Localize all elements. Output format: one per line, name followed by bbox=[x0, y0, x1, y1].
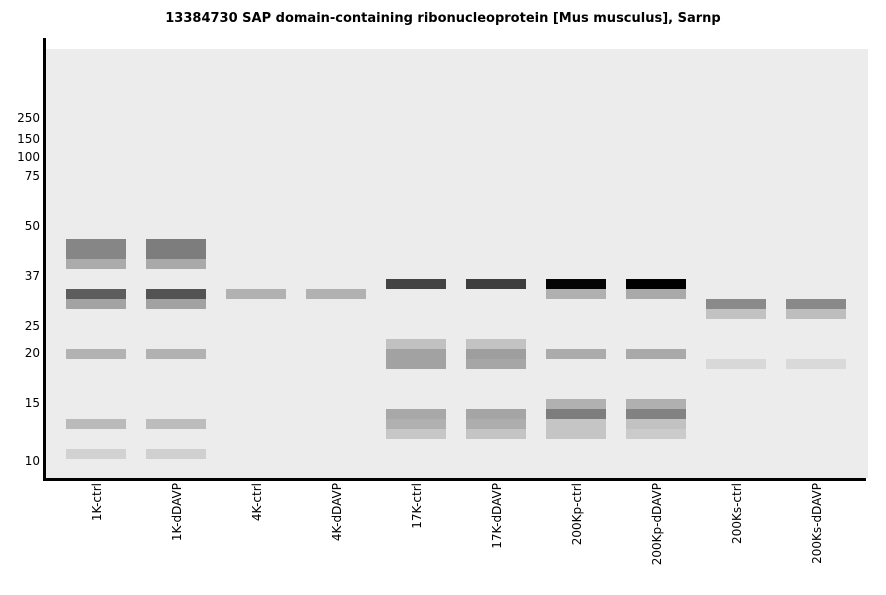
band-1K-dDAVP bbox=[146, 419, 206, 429]
band-200Ks-dDAVP bbox=[786, 299, 846, 309]
band-17K-ctrl bbox=[386, 339, 446, 349]
band-200Kp-dDAVP bbox=[626, 279, 686, 289]
y-tick-label-25: 25 bbox=[24, 319, 40, 333]
lane-label-200Kp-dDAVP: 200Kp-dDAVP bbox=[650, 483, 664, 566]
band-1K-dDAVP bbox=[146, 449, 206, 459]
band-1K-ctrl bbox=[66, 259, 126, 269]
band-200Kp-dDAVP bbox=[626, 349, 686, 359]
lane-label-4K-dDAVP: 4K-dDAVP bbox=[330, 483, 344, 542]
band-1K-ctrl bbox=[66, 299, 126, 309]
figure-title: 13384730 SAP domain-containing ribonucle… bbox=[165, 11, 721, 26]
band-17K-dDAVP bbox=[466, 339, 526, 349]
lane-label-200Kp-ctrl: 200Kp-ctrl bbox=[570, 483, 584, 546]
band-17K-ctrl bbox=[386, 279, 446, 289]
lane-label-1K-dDAVP: 1K-dDAVP bbox=[170, 483, 184, 542]
y-tick-label-10: 10 bbox=[24, 454, 40, 468]
band-200Ks-ctrl bbox=[706, 309, 766, 319]
band-4K-dDAVP bbox=[306, 289, 366, 299]
band-200Kp-ctrl bbox=[546, 399, 606, 409]
band-17K-dDAVP bbox=[466, 279, 526, 289]
band-200Ks-dDAVP bbox=[786, 309, 846, 319]
band-17K-dDAVP bbox=[466, 349, 526, 359]
y-tick-label-37: 37 bbox=[24, 269, 40, 283]
band-200Kp-ctrl bbox=[546, 279, 606, 289]
band-1K-ctrl bbox=[66, 289, 126, 299]
y-tick-label-15: 15 bbox=[24, 396, 40, 410]
y-tick-label-150: 150 bbox=[17, 132, 40, 146]
band-200Kp-dDAVP bbox=[626, 289, 686, 299]
lane-label-1K-ctrl: 1K-ctrl bbox=[90, 483, 104, 522]
band-200Kp-ctrl bbox=[546, 289, 606, 299]
band-1K-ctrl bbox=[66, 419, 126, 429]
y-axis-line bbox=[43, 38, 46, 481]
band-17K-ctrl bbox=[386, 429, 446, 439]
band-1K-dDAVP bbox=[146, 299, 206, 309]
lane-label-200Ks-dDAVP: 200Ks-dDAVP bbox=[810, 483, 824, 564]
y-tick-label-250: 250 bbox=[17, 111, 40, 125]
band-1K-ctrl bbox=[66, 449, 126, 459]
lane-label-4K-ctrl: 4K-ctrl bbox=[250, 483, 264, 522]
lane-label-17K-ctrl: 17K-ctrl bbox=[410, 483, 424, 529]
band-200Kp-ctrl bbox=[546, 409, 606, 419]
band-17K-dDAVP bbox=[466, 429, 526, 439]
band-4K-ctrl bbox=[226, 289, 286, 299]
band-200Kp-dDAVP bbox=[626, 429, 686, 439]
band-17K-dDAVP bbox=[466, 419, 526, 429]
band-200Kp-ctrl bbox=[546, 419, 606, 439]
y-tick-label-100: 100 bbox=[17, 150, 40, 164]
band-1K-ctrl bbox=[66, 349, 126, 359]
y-tick-label-50: 50 bbox=[24, 219, 40, 233]
band-17K-ctrl bbox=[386, 349, 446, 369]
band-1K-dDAVP bbox=[146, 239, 206, 259]
y-tick-label-75: 75 bbox=[24, 169, 40, 183]
band-1K-dDAVP bbox=[146, 349, 206, 359]
band-200Kp-dDAVP bbox=[626, 399, 686, 409]
band-1K-dDAVP bbox=[146, 259, 206, 269]
band-200Kp-ctrl bbox=[546, 349, 606, 359]
band-200Ks-ctrl bbox=[706, 299, 766, 309]
band-200Kp-dDAVP bbox=[626, 419, 686, 429]
band-200Ks-dDAVP bbox=[786, 359, 846, 369]
band-200Ks-ctrl bbox=[706, 359, 766, 369]
band-17K-dDAVP bbox=[466, 409, 526, 419]
lane-label-200Ks-ctrl: 200Ks-ctrl bbox=[730, 483, 744, 544]
lane-label-17K-dDAVP: 17K-dDAVP bbox=[490, 483, 504, 549]
y-tick-label-20: 20 bbox=[24, 346, 40, 360]
band-17K-dDAVP bbox=[466, 359, 526, 369]
x-axis-line bbox=[43, 478, 866, 481]
band-1K-dDAVP bbox=[146, 289, 206, 299]
band-17K-ctrl bbox=[386, 419, 446, 429]
band-17K-ctrl bbox=[386, 409, 446, 419]
band-200Kp-dDAVP bbox=[626, 409, 686, 419]
band-1K-ctrl bbox=[66, 239, 126, 259]
